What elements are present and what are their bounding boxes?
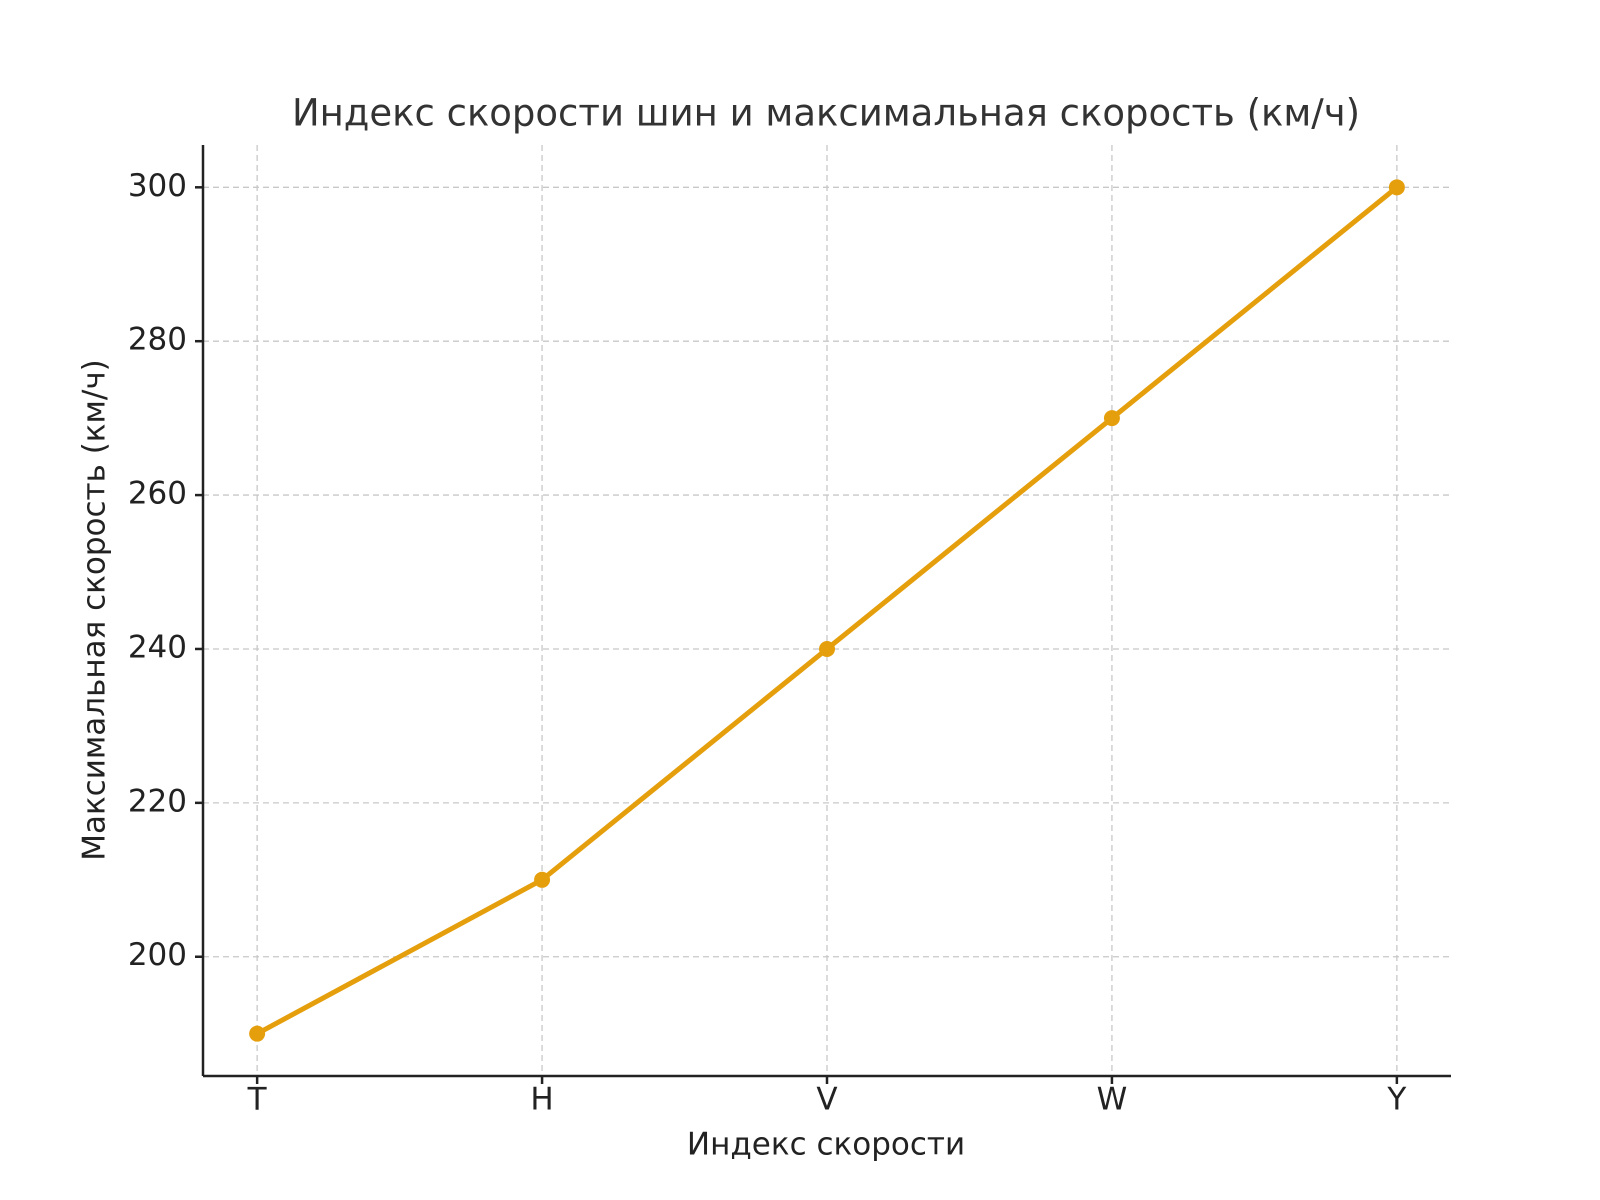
x-tick-label: T: [247, 1082, 268, 1118]
x-tick-label: Y: [1386, 1082, 1406, 1118]
x-axis-label: Индекс скорости: [687, 1127, 965, 1163]
y-tick-label: 220: [128, 783, 187, 819]
y-tick-label: 280: [128, 322, 187, 358]
y-tick-label: 240: [128, 629, 187, 665]
point: [819, 640, 835, 657]
chart-title: Индекс скорости шин и максимальная скоро…: [292, 92, 1360, 135]
x-tick-label: V: [816, 1082, 837, 1118]
y-tick-label: 200: [128, 937, 187, 973]
point: [1103, 410, 1120, 427]
point: [249, 1025, 266, 1042]
y-tick-label: 300: [128, 168, 187, 204]
point: [534, 871, 551, 888]
point: [1388, 179, 1405, 196]
x-tick-label: H: [530, 1082, 553, 1118]
y-axis-label: Максимальная скорость (км/ч): [77, 359, 113, 861]
y-tick-label: 260: [128, 476, 187, 512]
x-tick-label: W: [1097, 1082, 1128, 1118]
